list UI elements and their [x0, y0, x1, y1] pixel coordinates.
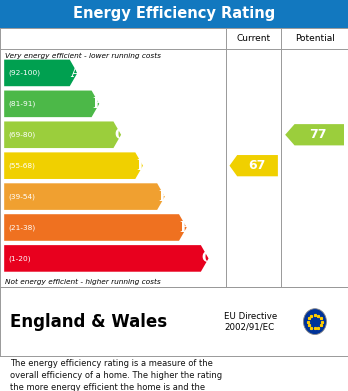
Polygon shape: [4, 183, 165, 210]
Polygon shape: [4, 245, 208, 272]
Text: England & Wales: England & Wales: [10, 312, 168, 331]
Text: EU Directive: EU Directive: [224, 312, 278, 321]
Polygon shape: [4, 60, 77, 86]
Text: Not energy efficient - higher running costs: Not energy efficient - higher running co…: [5, 278, 161, 285]
Text: (69-80): (69-80): [8, 131, 35, 138]
Text: G: G: [201, 251, 213, 265]
Text: (55-68): (55-68): [8, 162, 35, 169]
Text: 77: 77: [309, 128, 327, 141]
Text: (81-91): (81-91): [8, 100, 36, 107]
Text: B: B: [92, 97, 104, 111]
Text: F: F: [180, 221, 190, 235]
Text: (1-20): (1-20): [8, 255, 31, 262]
Text: Current: Current: [237, 34, 271, 43]
Text: A: A: [70, 66, 81, 80]
Polygon shape: [4, 214, 187, 241]
Text: D: D: [136, 159, 148, 173]
Polygon shape: [229, 155, 278, 176]
Bar: [0, 0, 348, 28]
Text: E: E: [158, 190, 168, 204]
Polygon shape: [285, 124, 344, 145]
Text: Potential: Potential: [295, 34, 334, 43]
Text: The energy efficiency rating is a measure of the
overall efficiency of a home. T: The energy efficiency rating is a measur…: [10, 359, 223, 391]
Polygon shape: [4, 152, 143, 179]
Polygon shape: [4, 91, 99, 117]
Text: (92-100): (92-100): [8, 70, 40, 76]
Text: (21-38): (21-38): [8, 224, 35, 231]
Polygon shape: [4, 122, 121, 148]
Text: Energy Efficiency Rating: Energy Efficiency Rating: [73, 7, 275, 22]
Circle shape: [303, 309, 326, 334]
Text: (39-54): (39-54): [8, 193, 35, 200]
Text: 2002/91/EC: 2002/91/EC: [224, 323, 275, 332]
Text: 67: 67: [248, 159, 266, 172]
Text: Very energy efficient - lower running costs: Very energy efficient - lower running co…: [5, 53, 161, 59]
Text: C: C: [114, 128, 125, 142]
